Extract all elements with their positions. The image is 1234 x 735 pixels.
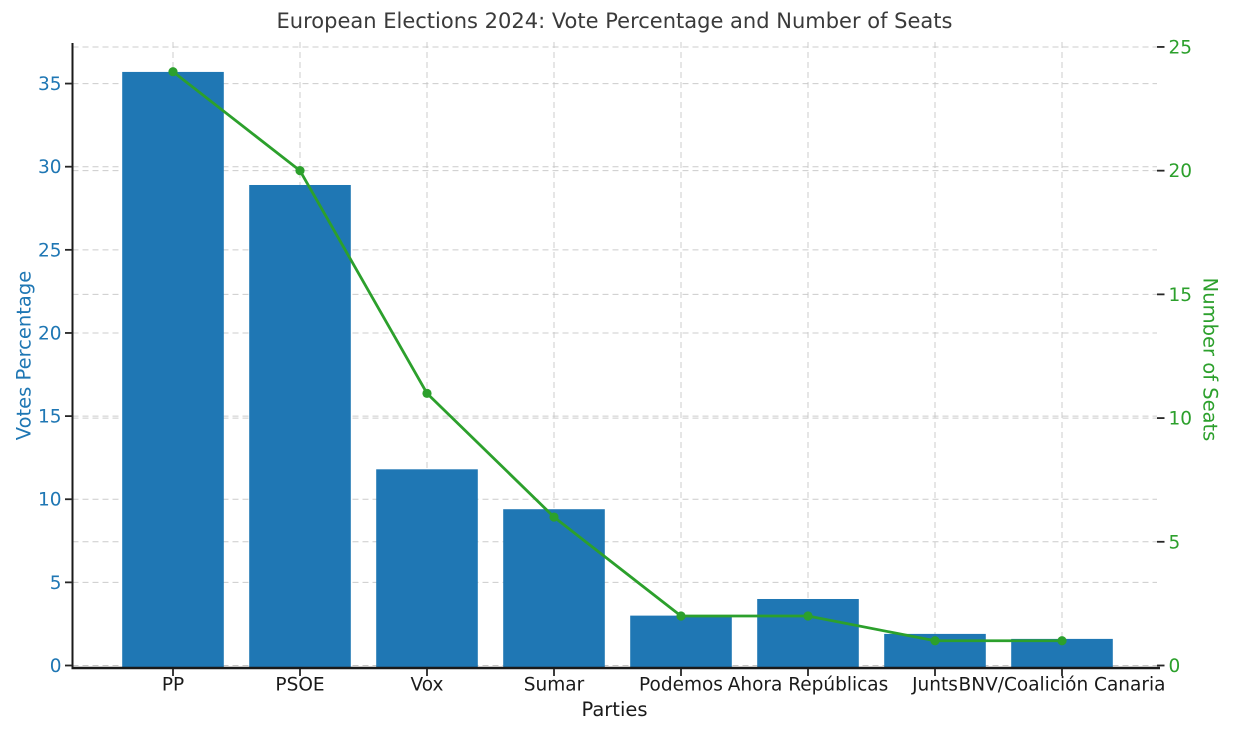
x-tick-label: Ahora Repúblicas	[728, 675, 889, 696]
seats-marker-vox	[422, 388, 432, 398]
bar-ahora-rep-blicas	[757, 598, 859, 668]
right-y-axis-label: Number of Seats	[1198, 277, 1222, 442]
x-tick-label: BNV/Coalición Canaria	[959, 675, 1166, 696]
seats-marker-bnv-coalici-n-canaria	[1057, 636, 1067, 646]
x-tick-label: Podemos	[639, 675, 723, 696]
seats-marker-pp	[168, 67, 178, 77]
seats-marker-junts	[930, 636, 940, 646]
left-tick-label: 25	[38, 240, 62, 261]
x-axis-label: Parties	[581, 698, 648, 721]
bar-sumar	[503, 509, 605, 668]
x-tick-label: Sumar	[524, 675, 585, 696]
chart-title: European Elections 2024: Vote Percentage…	[276, 9, 953, 33]
seats-line	[172, 70, 1062, 643]
x-tick-label: Junts	[911, 675, 958, 696]
right-tick-label: 25	[1169, 37, 1193, 58]
right-tick-label: 0	[1169, 656, 1181, 677]
right-tick-label: 20	[1169, 161, 1193, 182]
left-tick-label: 10	[38, 490, 62, 511]
bar-podemos	[630, 615, 732, 668]
left-tick-label: 20	[38, 323, 62, 344]
left-tick-label: 35	[38, 74, 62, 95]
seats-marker-podemos	[676, 611, 686, 621]
left-tick-label: 0	[50, 656, 62, 677]
x-tick-label: PP	[162, 675, 184, 696]
seats-marker-sumar	[549, 512, 559, 522]
left-y-axis-label: Votes Percentage	[12, 270, 36, 441]
bar-psoe	[249, 184, 351, 668]
left-tick-label: 15	[38, 407, 62, 428]
left-tick-label: 30	[38, 157, 62, 178]
seats-marker-psoe	[295, 166, 305, 176]
bar-vox	[376, 469, 478, 668]
x-tick-label: PSOE	[275, 675, 324, 696]
seats-marker-ahora-rep-blicas	[803, 611, 813, 621]
x-tick-label: Vox	[411, 675, 444, 696]
right-tick-label: 5	[1169, 532, 1181, 553]
right-tick-label: 15	[1169, 285, 1193, 306]
right-tick-label: 10	[1169, 409, 1193, 430]
left-tick-label: 5	[50, 573, 62, 594]
bar-pp	[122, 71, 224, 668]
